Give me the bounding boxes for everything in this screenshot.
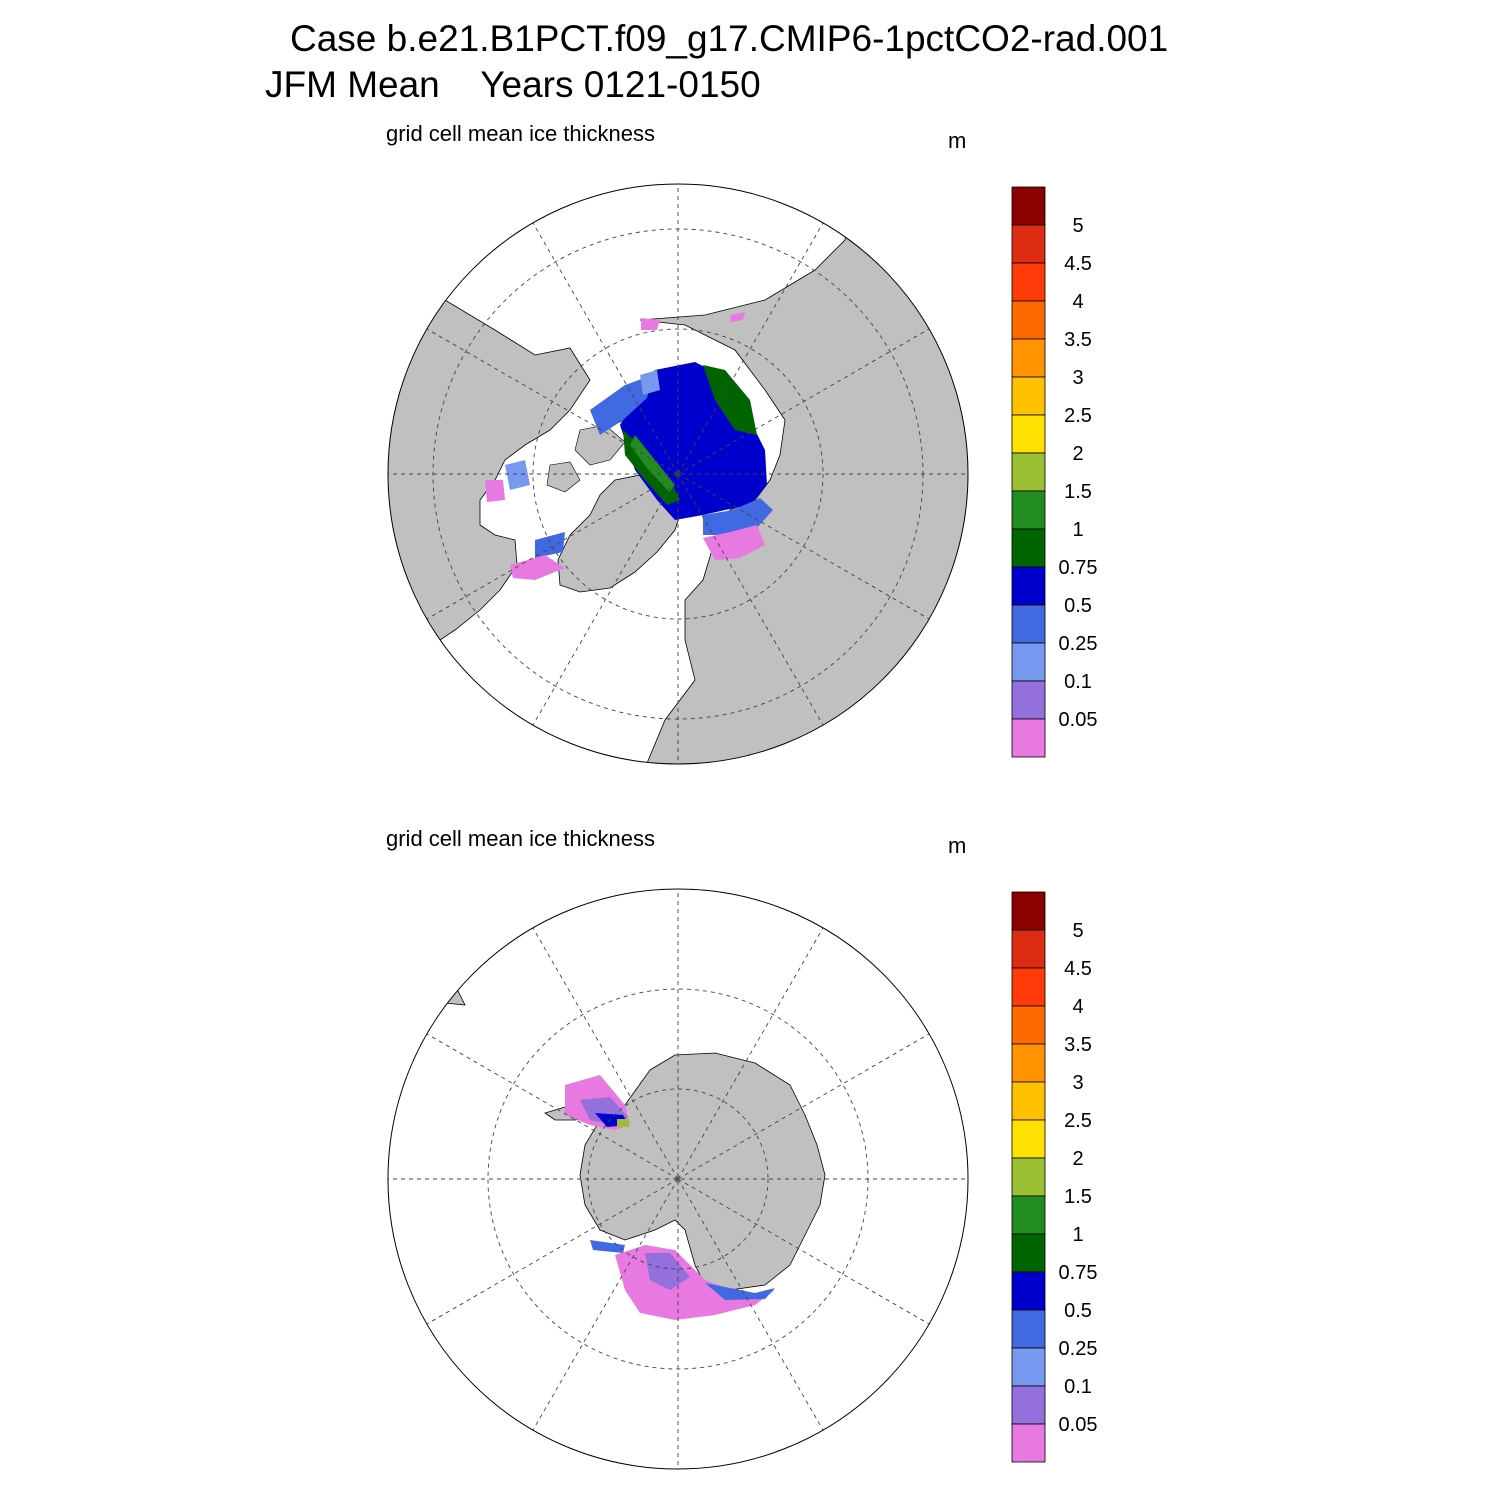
south-colorbar-box-9	[1011, 1233, 1046, 1273]
north-ice-thick-strip	[630, 435, 675, 492]
south-colorbar-box-12	[1011, 1347, 1046, 1387]
north-colorbar-box-8	[1011, 490, 1046, 530]
south-panel-subtitle: grid cell mean ice thickness	[386, 826, 656, 851]
figure-title-case: Case b.e21.B1PCT.f09_g17.CMIP6-1pctCO2-r…	[290, 18, 1169, 59]
north-colorbar-label-7: 1.5	[1064, 481, 1092, 503]
south-colorbar-label-4: 3	[1072, 1072, 1083, 1094]
south-colorbar-label-5: 2.5	[1064, 1110, 1092, 1132]
south-colorbar-box-4	[1011, 1043, 1046, 1083]
north-colorbar-box-2	[1011, 262, 1046, 302]
south-colorbar-label-3: 3.5	[1064, 1034, 1092, 1056]
north-ice-fringe	[485, 312, 765, 580]
south-colorbar-label-13: 0.05	[1059, 1414, 1098, 1436]
north-colorbar-box-7	[1011, 452, 1046, 492]
north-colorbar-box-14	[1011, 718, 1046, 758]
south-colorbar-label-7: 1.5	[1064, 1186, 1092, 1208]
north-panel-units: m	[948, 128, 967, 153]
south-colorbar-box-2	[1011, 967, 1046, 1007]
south-colorbar-label-8: 1	[1072, 1224, 1083, 1246]
north-colorbar-box-6	[1011, 414, 1046, 454]
south-colorbar-box-6	[1011, 1119, 1046, 1159]
north-colorbar-label-2: 4	[1072, 291, 1083, 313]
south-colorbar-label-11: 0.25	[1059, 1338, 1098, 1360]
ross-sea-ice-inner	[645, 1253, 690, 1290]
north-colorbar-box-3	[1011, 300, 1046, 340]
north-colorbar-label-13: 0.05	[1059, 709, 1098, 731]
south-colorbar-label-2: 4	[1072, 996, 1083, 1018]
south-colorbar-label-10: 0.5	[1064, 1300, 1092, 1322]
north-colorbar-box-11	[1011, 604, 1046, 644]
south-colorbar-box-0	[1011, 891, 1046, 931]
south-colorbar-label-0: 5	[1072, 920, 1083, 942]
south-colorbar-box-7	[1011, 1157, 1046, 1197]
north-colorbar-box-0	[1011, 186, 1046, 226]
south-colorbar-box-5	[1011, 1081, 1046, 1121]
north-colorbar-label-0: 5	[1072, 215, 1083, 237]
south-colorbar-label-6: 2	[1072, 1148, 1083, 1170]
south-colorbar: 5 4.5 4 3.5 3 2.5 2 1.5 1 0.75 0.5 0.25 0.1 0.05	[1011, 891, 1098, 1463]
figure-title-period: JFM Mean Years 0121-0150	[265, 64, 761, 105]
north-colorbar-box-1	[1011, 224, 1046, 264]
north-colorbar-label-10: 0.5	[1064, 595, 1092, 617]
north-colorbar-box-10	[1011, 566, 1046, 606]
south-colorbar-box-11	[1011, 1309, 1046, 1349]
ross-sea-ice-edge	[590, 1240, 775, 1300]
north-colorbar-label-3: 3.5	[1064, 329, 1092, 351]
south-colorbar-box-14	[1011, 1423, 1046, 1463]
south-panel-units: m	[948, 833, 967, 858]
south-colorbar-label-9: 0.75	[1059, 1262, 1098, 1284]
north-colorbar-box-4	[1011, 338, 1046, 378]
north-colorbar-label-5: 2.5	[1064, 405, 1092, 427]
south-colorbar-box-3	[1011, 1005, 1046, 1045]
south-colorbar-box-10	[1011, 1271, 1046, 1311]
north-colorbar: 5 4.5 4 3.5 3 2.5 2 1.5 1 0.75 0.5 0.25 0.1 0.05	[1011, 186, 1098, 758]
north-colorbar-box-12	[1011, 642, 1046, 682]
north-colorbar-label-4: 3	[1072, 367, 1083, 389]
south-colorbar-box-8	[1011, 1195, 1046, 1235]
north-ice-light-margin	[505, 370, 660, 490]
north-panel-subtitle: grid cell mean ice thickness	[386, 121, 656, 146]
north-colorbar-box-13	[1011, 680, 1046, 720]
north-colorbar-box-5	[1011, 376, 1046, 416]
south-america-landmass	[388, 944, 466, 1011]
south-colorbar-box-1	[1011, 929, 1046, 969]
north-colorbar-label-6: 2	[1072, 443, 1083, 465]
north-colorbar-label-8: 1	[1072, 519, 1083, 541]
south-colorbar-label-1: 4.5	[1064, 958, 1092, 980]
north-colorbar-label-12: 0.1	[1064, 671, 1092, 693]
north-ice-margin	[535, 375, 773, 558]
north-colorbar-label-9: 0.75	[1059, 557, 1098, 579]
north-polar-map	[387, 183, 969, 765]
north-colorbar-label-1: 4.5	[1064, 253, 1092, 275]
north-colorbar-label-11: 0.25	[1059, 633, 1098, 655]
south-colorbar-box-13	[1011, 1385, 1046, 1425]
north-colorbar-box-9	[1011, 528, 1046, 568]
south-colorbar-label-12: 0.1	[1064, 1376, 1092, 1398]
south-polar-map	[387, 888, 969, 1470]
weddell-sea-ice-thick	[617, 1119, 629, 1127]
eurasia-landmass	[639, 184, 968, 764]
